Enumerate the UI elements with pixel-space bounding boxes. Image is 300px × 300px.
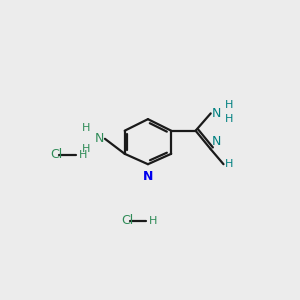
Text: H: H (225, 159, 233, 169)
Text: H: H (225, 100, 234, 110)
Text: H: H (82, 144, 91, 154)
Text: H: H (149, 216, 158, 226)
Text: N: N (94, 132, 104, 145)
Text: H: H (225, 114, 234, 124)
Text: N: N (143, 170, 153, 183)
Text: H: H (82, 123, 91, 134)
Text: N: N (212, 135, 221, 148)
Text: Cl: Cl (50, 148, 62, 161)
Text: N: N (212, 107, 221, 120)
Text: Cl: Cl (121, 214, 134, 227)
Text: H: H (79, 150, 88, 160)
